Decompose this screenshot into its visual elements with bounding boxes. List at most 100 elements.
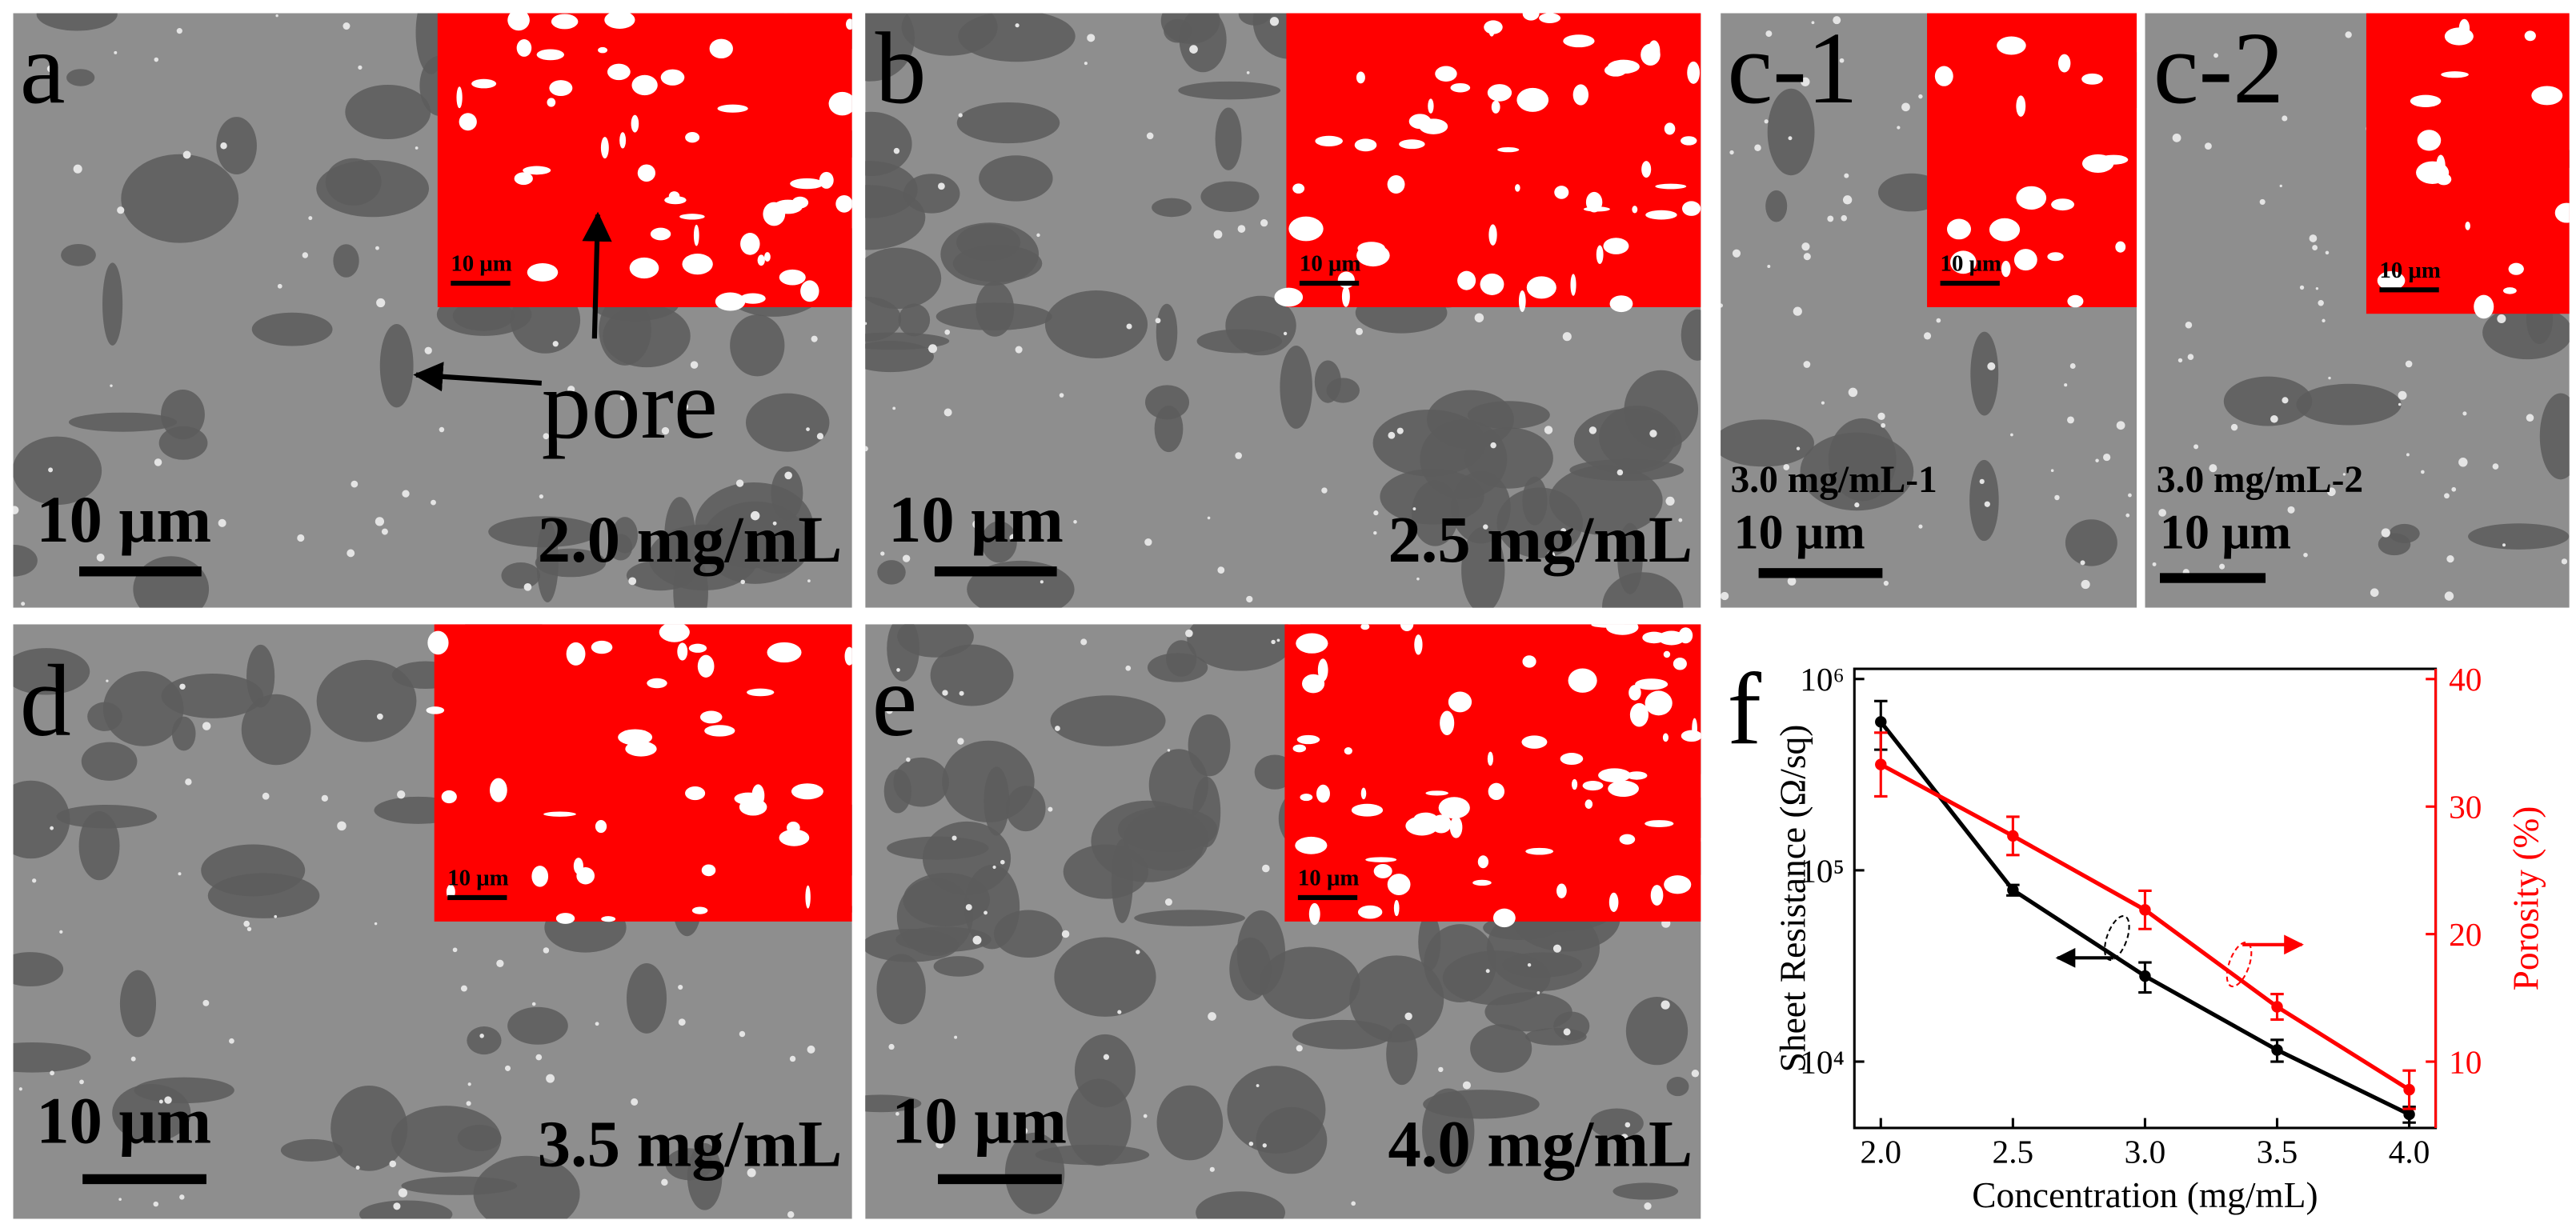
bright-speck [1897,126,1901,130]
bright-speck [1404,1012,1412,1021]
sem-image: 10 μm [865,13,1701,608]
bright-speck [358,65,363,70]
dark-region [13,952,64,986]
inset-pore [2503,287,2517,294]
inset-pore [677,642,688,661]
concentration-label: 4.0 mg/mL [1388,1106,1693,1180]
inset-pore [1560,753,1584,766]
bright-speck [1144,538,1152,546]
y-tick-label: 10⁶ [1800,661,1845,698]
x-tick-label: 4.0 [2389,1133,2430,1170]
bright-speck [1388,431,1396,439]
bright-speck [865,322,867,326]
bright-speck [1803,361,1811,368]
inset-pore [629,257,659,279]
dark-region [2223,376,2313,426]
dark-region [1035,1144,1150,1166]
inset-pore [1354,138,1377,152]
dark-region [1372,409,1486,477]
bright-speck [376,713,383,720]
bright-speck [243,920,250,927]
panel-label: a [20,11,66,125]
dark-region [1196,1191,1286,1219]
inset-pore [1387,874,1411,895]
bright-speck [504,1065,511,1071]
inset-pore [697,654,715,678]
bright-speck [943,408,952,417]
bright-speck [1801,77,1810,86]
bright-speck [1767,265,1771,268]
inset-pore [659,624,690,642]
bright-speck [2315,286,2319,290]
dark-region [2065,519,2117,566]
inset-pore [660,69,685,86]
panel-label: c-1 [1727,11,1857,125]
bright-speck [1351,1201,1356,1206]
bright-speck [182,150,191,159]
bright-speck [1061,930,1070,938]
bright-speck [143,1133,150,1140]
dark-region [745,393,830,452]
dark-region [119,970,157,1038]
bright-speck [1103,1054,1110,1060]
bright-speck [1373,510,1379,516]
bright-speck [1987,362,1996,370]
inset-pore [1497,147,1520,153]
x-tick-label: 2.0 [1860,1133,1901,1170]
sem-image: 10 μm [2145,13,2570,608]
inset-pore [2436,173,2452,186]
bright-speck [750,510,760,521]
bright-speck [46,65,54,73]
inset-pore [1449,816,1463,838]
dark-region [1721,419,1814,467]
bright-speck [1438,1066,1444,1073]
bright-speck [2458,458,2468,467]
bright-speck [2067,416,2074,424]
dark-region [13,780,70,859]
bright-speck [957,738,964,745]
bright-speck [424,346,432,354]
inset-pore [2410,94,2442,108]
bright-speck [1164,898,1172,906]
bright-speck [807,579,811,582]
inset-pore [1450,83,1471,93]
inset-pore [1317,658,1328,682]
bright-speck [1209,1166,1215,1172]
inset-pore [1687,61,1701,84]
inset-pore [600,137,609,159]
dark-region [2296,383,2402,426]
dark-region [865,1094,922,1113]
dark-region [865,247,942,310]
bright-speck [1793,306,1802,316]
inset-pore [1554,186,1569,199]
bright-speck [661,426,670,435]
bright-speck [2327,487,2336,497]
bright-speck [1040,580,1044,584]
bright-speck [1721,591,1729,601]
dark-region [1418,912,1441,971]
bright-speck [1483,524,1488,530]
inset-pore [1274,287,1304,307]
inset-pore [747,688,775,697]
bright-speck [479,1034,484,1038]
bright-speck [1546,551,1556,560]
inset-pore [704,725,735,737]
bright-speck [552,341,559,347]
bright-speck [567,386,575,394]
bright-speck [59,930,63,934]
sem-image: 10 μm [13,624,852,1219]
bright-speck [2219,563,2225,570]
bright-speck [1552,944,1562,953]
inset-pore [623,730,650,747]
dark-region [1178,81,1281,100]
inset-pore [1399,139,1425,150]
bright-speck [1271,639,1276,645]
inset-pore [1539,13,1561,23]
red-inset: 10 μm [2366,13,2570,319]
inset-pore [1989,218,2021,242]
inset-pore [2531,86,2563,106]
inset-pore [1626,771,1648,780]
bright-speck [374,922,378,926]
bright-speck [262,792,270,800]
